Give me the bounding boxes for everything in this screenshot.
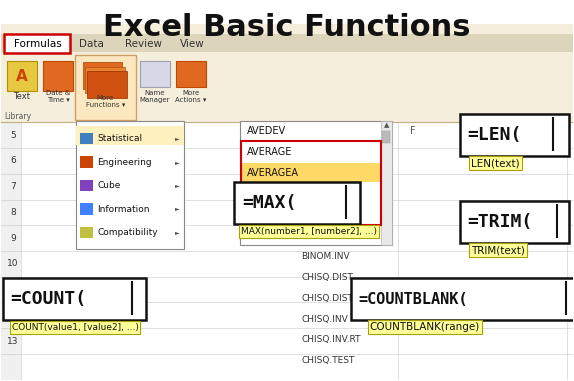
Text: View: View	[180, 39, 205, 49]
Text: A: A	[16, 69, 28, 84]
Text: 7: 7	[10, 182, 15, 191]
Text: CHISQ.DIST: CHISQ.DIST	[301, 273, 353, 282]
Text: ►: ►	[175, 160, 180, 165]
Text: 5: 5	[10, 131, 15, 140]
Text: AVERAGEA: AVERAGEA	[247, 168, 299, 178]
FancyBboxPatch shape	[2, 278, 146, 320]
Text: AVERAGE: AVERAGE	[247, 147, 292, 157]
FancyBboxPatch shape	[80, 227, 94, 238]
Bar	[76, 126, 184, 146]
FancyBboxPatch shape	[83, 62, 122, 89]
FancyBboxPatch shape	[87, 71, 127, 98]
Bar	[21, 122, 574, 379]
Text: Text: Text	[13, 92, 30, 101]
Text: 10: 10	[7, 259, 18, 268]
Text: Formulas: Formulas	[14, 39, 61, 49]
Text: 12: 12	[7, 311, 18, 320]
Text: Compatibility: Compatibility	[98, 228, 158, 237]
Text: Cube: Cube	[98, 181, 121, 190]
Bar	[1, 34, 573, 53]
FancyBboxPatch shape	[176, 61, 206, 87]
Text: ►: ►	[175, 183, 180, 188]
FancyBboxPatch shape	[234, 182, 360, 224]
Bar	[1, 122, 573, 379]
Text: =MAX(: =MAX(	[242, 194, 297, 211]
Bar	[1, 24, 573, 122]
Text: CHISQ.DIST.RT: CHISQ.DIST.RT	[301, 294, 366, 303]
FancyBboxPatch shape	[351, 278, 574, 320]
FancyBboxPatch shape	[75, 55, 135, 120]
Text: =LEN(: =LEN(	[467, 125, 521, 144]
Text: MAX(number1, [number2], ...): MAX(number1, [number2], ...)	[241, 227, 377, 236]
Text: =COUNT(: =COUNT(	[10, 290, 86, 308]
Text: Data: Data	[79, 39, 104, 49]
Text: TRIM(text): TRIM(text)	[471, 245, 525, 255]
Bar	[241, 163, 381, 182]
FancyBboxPatch shape	[43, 61, 73, 91]
Text: Name
Manager: Name Manager	[140, 90, 170, 103]
FancyBboxPatch shape	[140, 61, 170, 87]
Text: Library: Library	[4, 112, 32, 120]
Text: 6: 6	[10, 157, 15, 165]
Bar	[241, 141, 381, 224]
Text: =TRIM(: =TRIM(	[467, 213, 532, 231]
FancyBboxPatch shape	[460, 201, 569, 243]
Text: Review: Review	[125, 39, 161, 49]
Text: COUNT(value1, [value2], ...): COUNT(value1, [value2], ...)	[11, 323, 138, 332]
Text: 8: 8	[10, 208, 15, 217]
Text: CHISQ.TEST: CHISQ.TEST	[301, 356, 355, 365]
FancyBboxPatch shape	[80, 180, 94, 191]
Text: AVERAGEIF: AVERAGEIF	[247, 188, 301, 199]
Text: Statistical: Statistical	[98, 134, 142, 143]
Text: 13: 13	[7, 336, 18, 346]
Text: Engineering: Engineering	[98, 158, 152, 166]
FancyBboxPatch shape	[4, 34, 70, 53]
Text: BINOM.INV: BINOM.INV	[301, 252, 350, 261]
Text: ▲: ▲	[383, 122, 389, 128]
Bar	[381, 120, 391, 245]
Text: LEN(text): LEN(text)	[471, 158, 519, 168]
FancyBboxPatch shape	[80, 157, 94, 168]
Text: 9: 9	[10, 234, 15, 243]
FancyBboxPatch shape	[80, 133, 94, 144]
Text: ►: ►	[175, 136, 180, 141]
Text: Excel Basic Functions: Excel Basic Functions	[103, 13, 471, 42]
Text: AVEDEV: AVEDEV	[247, 126, 286, 136]
Text: COUNTBLANK(range): COUNTBLANK(range)	[370, 322, 480, 332]
Bar	[382, 131, 390, 143]
Text: More
Functions ▾: More Functions ▾	[86, 95, 125, 108]
Text: AVERAGEIFS: AVERAGEIFS	[247, 209, 307, 219]
Text: Date &
Time ▾: Date & Time ▾	[46, 90, 70, 103]
Bar	[76, 120, 184, 249]
Text: CHISQ.INV.RT: CHISQ.INV.RT	[301, 335, 361, 344]
Text: F: F	[410, 126, 416, 136]
Text: BETA.DIST: BETA.DIST	[247, 230, 297, 240]
Text: ►: ►	[175, 207, 180, 211]
Bar	[240, 120, 391, 245]
Text: More
Actions ▾: More Actions ▾	[175, 90, 207, 103]
FancyBboxPatch shape	[85, 67, 125, 93]
Text: =COUNTBLANK(: =COUNTBLANK(	[358, 291, 468, 307]
Text: Information: Information	[98, 205, 150, 213]
FancyBboxPatch shape	[80, 203, 94, 215]
Text: CHISQ.INV: CHISQ.INV	[301, 315, 348, 323]
FancyBboxPatch shape	[7, 61, 37, 91]
Text: 11: 11	[7, 285, 18, 294]
Text: ►: ►	[175, 230, 180, 235]
FancyBboxPatch shape	[460, 114, 569, 156]
